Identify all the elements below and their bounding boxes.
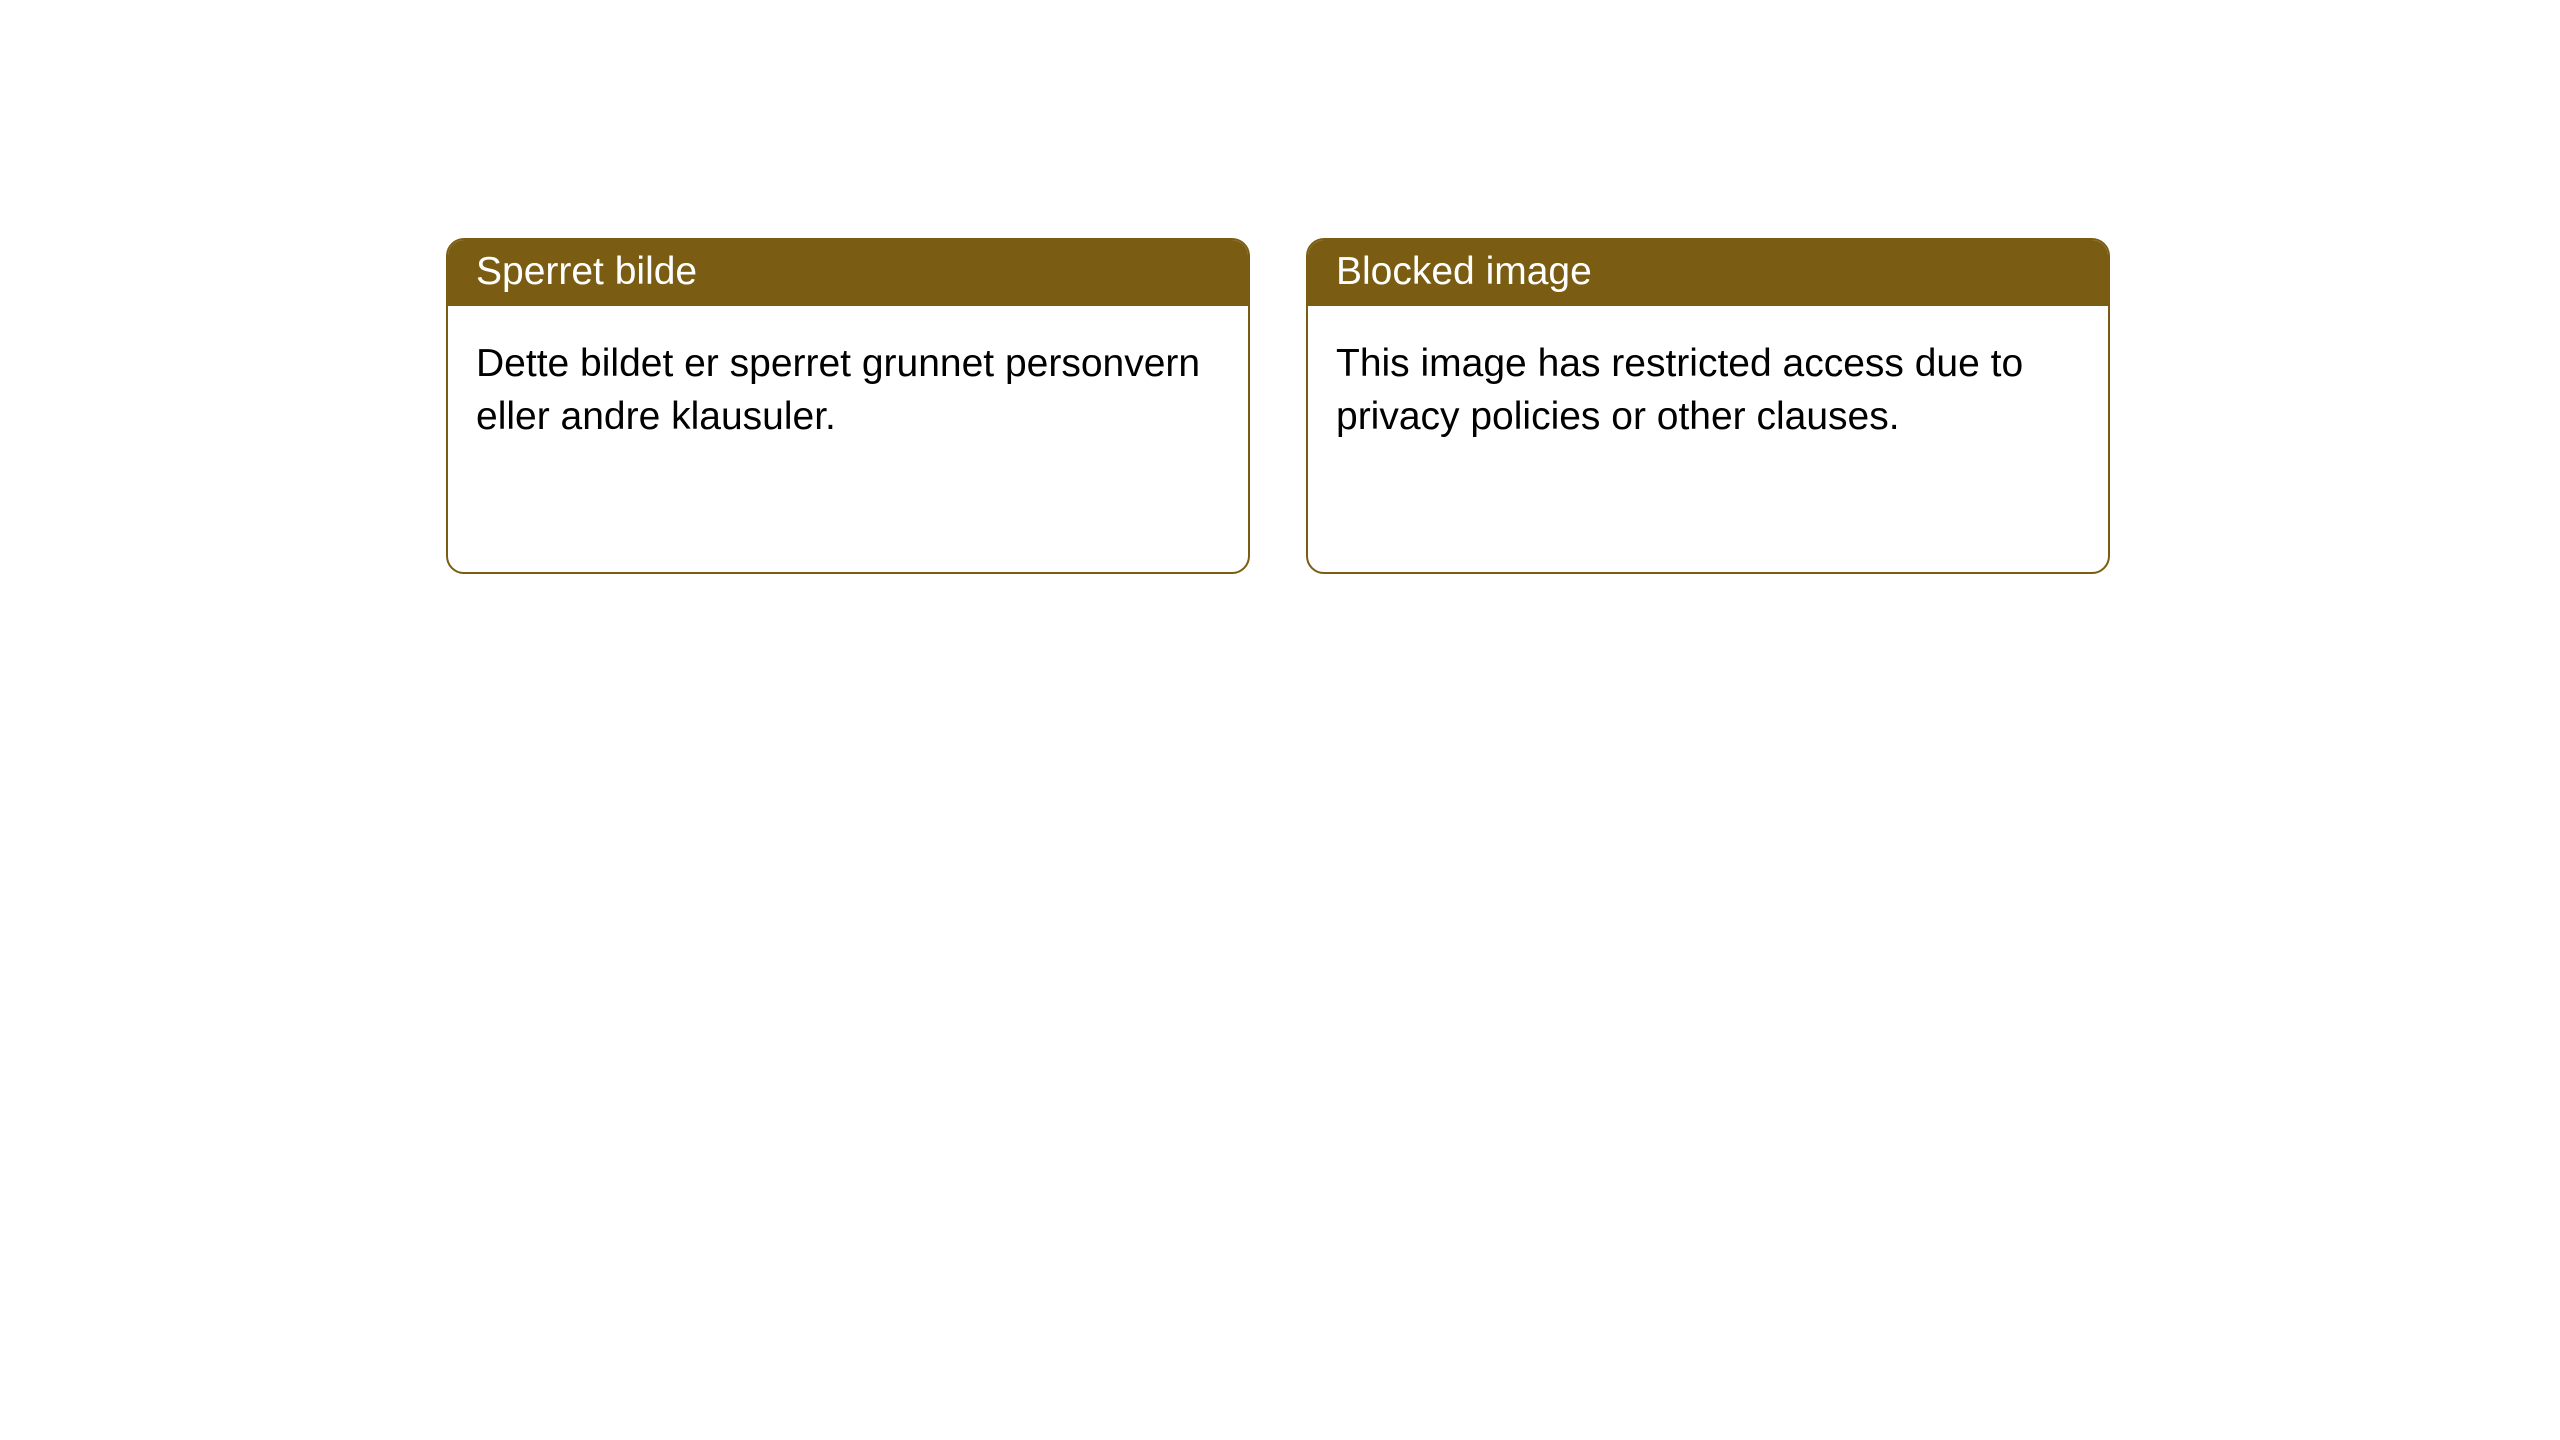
- notice-card-en: Blocked image This image has restricted …: [1306, 238, 2110, 574]
- notice-container: Sperret bilde Dette bildet er sperret gr…: [446, 238, 2110, 574]
- notice-card-no: Sperret bilde Dette bildet er sperret gr…: [446, 238, 1250, 574]
- notice-body-en: This image has restricted access due to …: [1308, 306, 2108, 475]
- notice-body-no: Dette bildet er sperret grunnet personve…: [448, 306, 1248, 475]
- notice-header-en: Blocked image: [1308, 240, 2108, 306]
- notice-header-no: Sperret bilde: [448, 240, 1248, 306]
